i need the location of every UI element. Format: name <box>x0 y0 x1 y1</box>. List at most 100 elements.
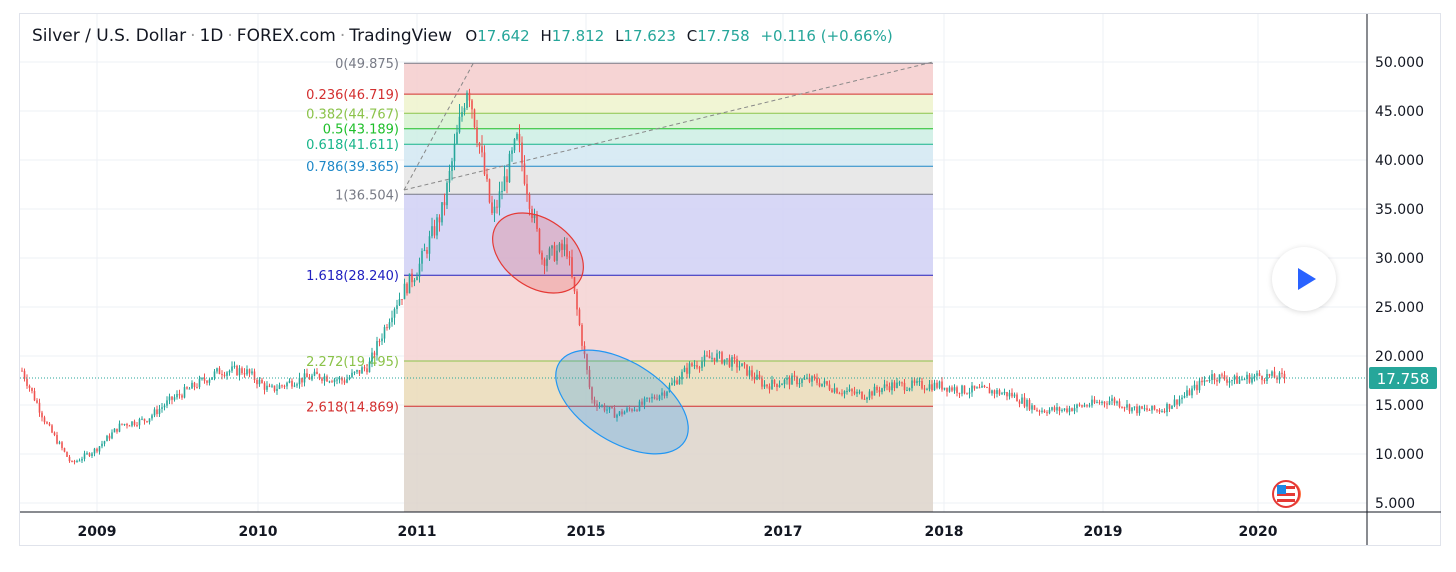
fib-level-label: 0.786(39.365) <box>306 160 399 175</box>
candle-body <box>231 366 233 371</box>
price-tick-label: 40.000 <box>1375 153 1424 169</box>
candle-body <box>581 325 583 346</box>
candle-body <box>881 388 883 393</box>
candle-body <box>1268 373 1271 376</box>
time-tick-label: 2010 <box>239 524 278 540</box>
candle-body <box>658 395 661 400</box>
candle-body <box>351 372 353 378</box>
candle-body <box>631 409 633 411</box>
candle-body <box>1241 379 1243 381</box>
candle-body <box>688 363 691 374</box>
candle-body <box>1051 407 1053 410</box>
candle-body <box>1266 373 1268 381</box>
candle-body <box>993 390 996 394</box>
candle-body <box>961 385 963 394</box>
candle-body <box>188 388 191 390</box>
candle-body <box>1246 374 1248 380</box>
candle-body <box>818 382 821 387</box>
candle-body <box>896 382 898 388</box>
candle-body <box>703 355 706 362</box>
interval[interactable]: 1D <box>199 26 224 46</box>
play-button[interactable] <box>1272 247 1336 311</box>
candle-body <box>1006 392 1008 397</box>
candle-body <box>1098 402 1101 404</box>
candle-body <box>716 353 718 362</box>
price-tick-label: 30.000 <box>1375 251 1424 267</box>
chart-legend: Silver / U.S. Dollar · 1D · FOREX.com · Tradin… <box>32 26 899 46</box>
candle-body <box>1056 407 1058 411</box>
candle-body <box>138 419 141 426</box>
candle-body <box>448 170 451 183</box>
candle-body <box>33 390 36 401</box>
candle-body <box>501 191 503 193</box>
candle-body <box>603 405 606 411</box>
candle-body <box>976 387 978 389</box>
last-price-badge <box>1369 366 1437 389</box>
candle-body <box>301 377 303 383</box>
candle-body <box>246 369 248 375</box>
candle-body <box>88 453 91 456</box>
annotation-ellipse-blue <box>555 349 689 455</box>
us-flag-icon[interactable] <box>1272 480 1301 508</box>
candle-body <box>863 398 866 400</box>
fib-zone <box>404 360 933 407</box>
candle-body <box>711 357 713 359</box>
candle-body <box>348 377 351 380</box>
candle-body <box>918 381 921 383</box>
candle-body <box>236 365 238 376</box>
candle-body <box>1023 397 1026 407</box>
candle-body <box>731 357 733 367</box>
candle-body <box>941 381 943 390</box>
candle-body <box>1048 409 1051 414</box>
candle-body <box>638 401 641 411</box>
candle-body <box>931 384 933 391</box>
candle-body <box>356 369 358 372</box>
candle-body <box>161 407 163 409</box>
candle-body <box>31 387 33 391</box>
candle-body <box>103 441 106 444</box>
candle-body <box>43 417 46 423</box>
candle-body <box>443 202 446 206</box>
candle-body <box>606 409 608 411</box>
candle-body <box>396 305 398 310</box>
candle-body <box>366 368 368 373</box>
candle-body <box>943 387 946 390</box>
candle-body <box>418 263 421 277</box>
candle-body <box>948 387 951 392</box>
candle-body <box>93 448 96 454</box>
candle-body <box>763 384 766 387</box>
exchange: FOREX.com <box>236 26 336 46</box>
candle-body <box>243 373 246 375</box>
candle-body <box>561 243 563 250</box>
candle-body <box>1101 401 1103 404</box>
candle-body <box>496 206 498 208</box>
candle-body <box>626 408 628 412</box>
time-tick-label: 2015 <box>567 524 606 540</box>
candle-body <box>38 402 41 413</box>
candle-body <box>123 424 126 426</box>
candle-body <box>218 368 221 375</box>
candle-body <box>866 397 868 400</box>
candle-body <box>618 411 621 415</box>
candle-body <box>741 363 743 367</box>
candle-body <box>813 376 816 378</box>
candle-body <box>1196 384 1198 391</box>
candle-body <box>878 390 881 393</box>
candle-body <box>1071 408 1073 412</box>
candle-body <box>596 403 598 407</box>
candle-body <box>576 291 578 310</box>
candle-body <box>76 460 78 463</box>
candle-body <box>96 448 98 452</box>
candle-body <box>1203 380 1206 383</box>
candle-body <box>766 384 768 387</box>
candle-body <box>681 371 683 380</box>
candle-body <box>1013 394 1016 397</box>
candle-body <box>381 338 383 342</box>
symbol-name[interactable]: Silver / U.S. Dollar <box>32 26 187 46</box>
candle-body <box>623 411 626 415</box>
candle-body <box>1271 371 1273 376</box>
candle-body <box>953 387 956 391</box>
candle-body <box>196 387 198 389</box>
candle-body <box>873 386 876 396</box>
